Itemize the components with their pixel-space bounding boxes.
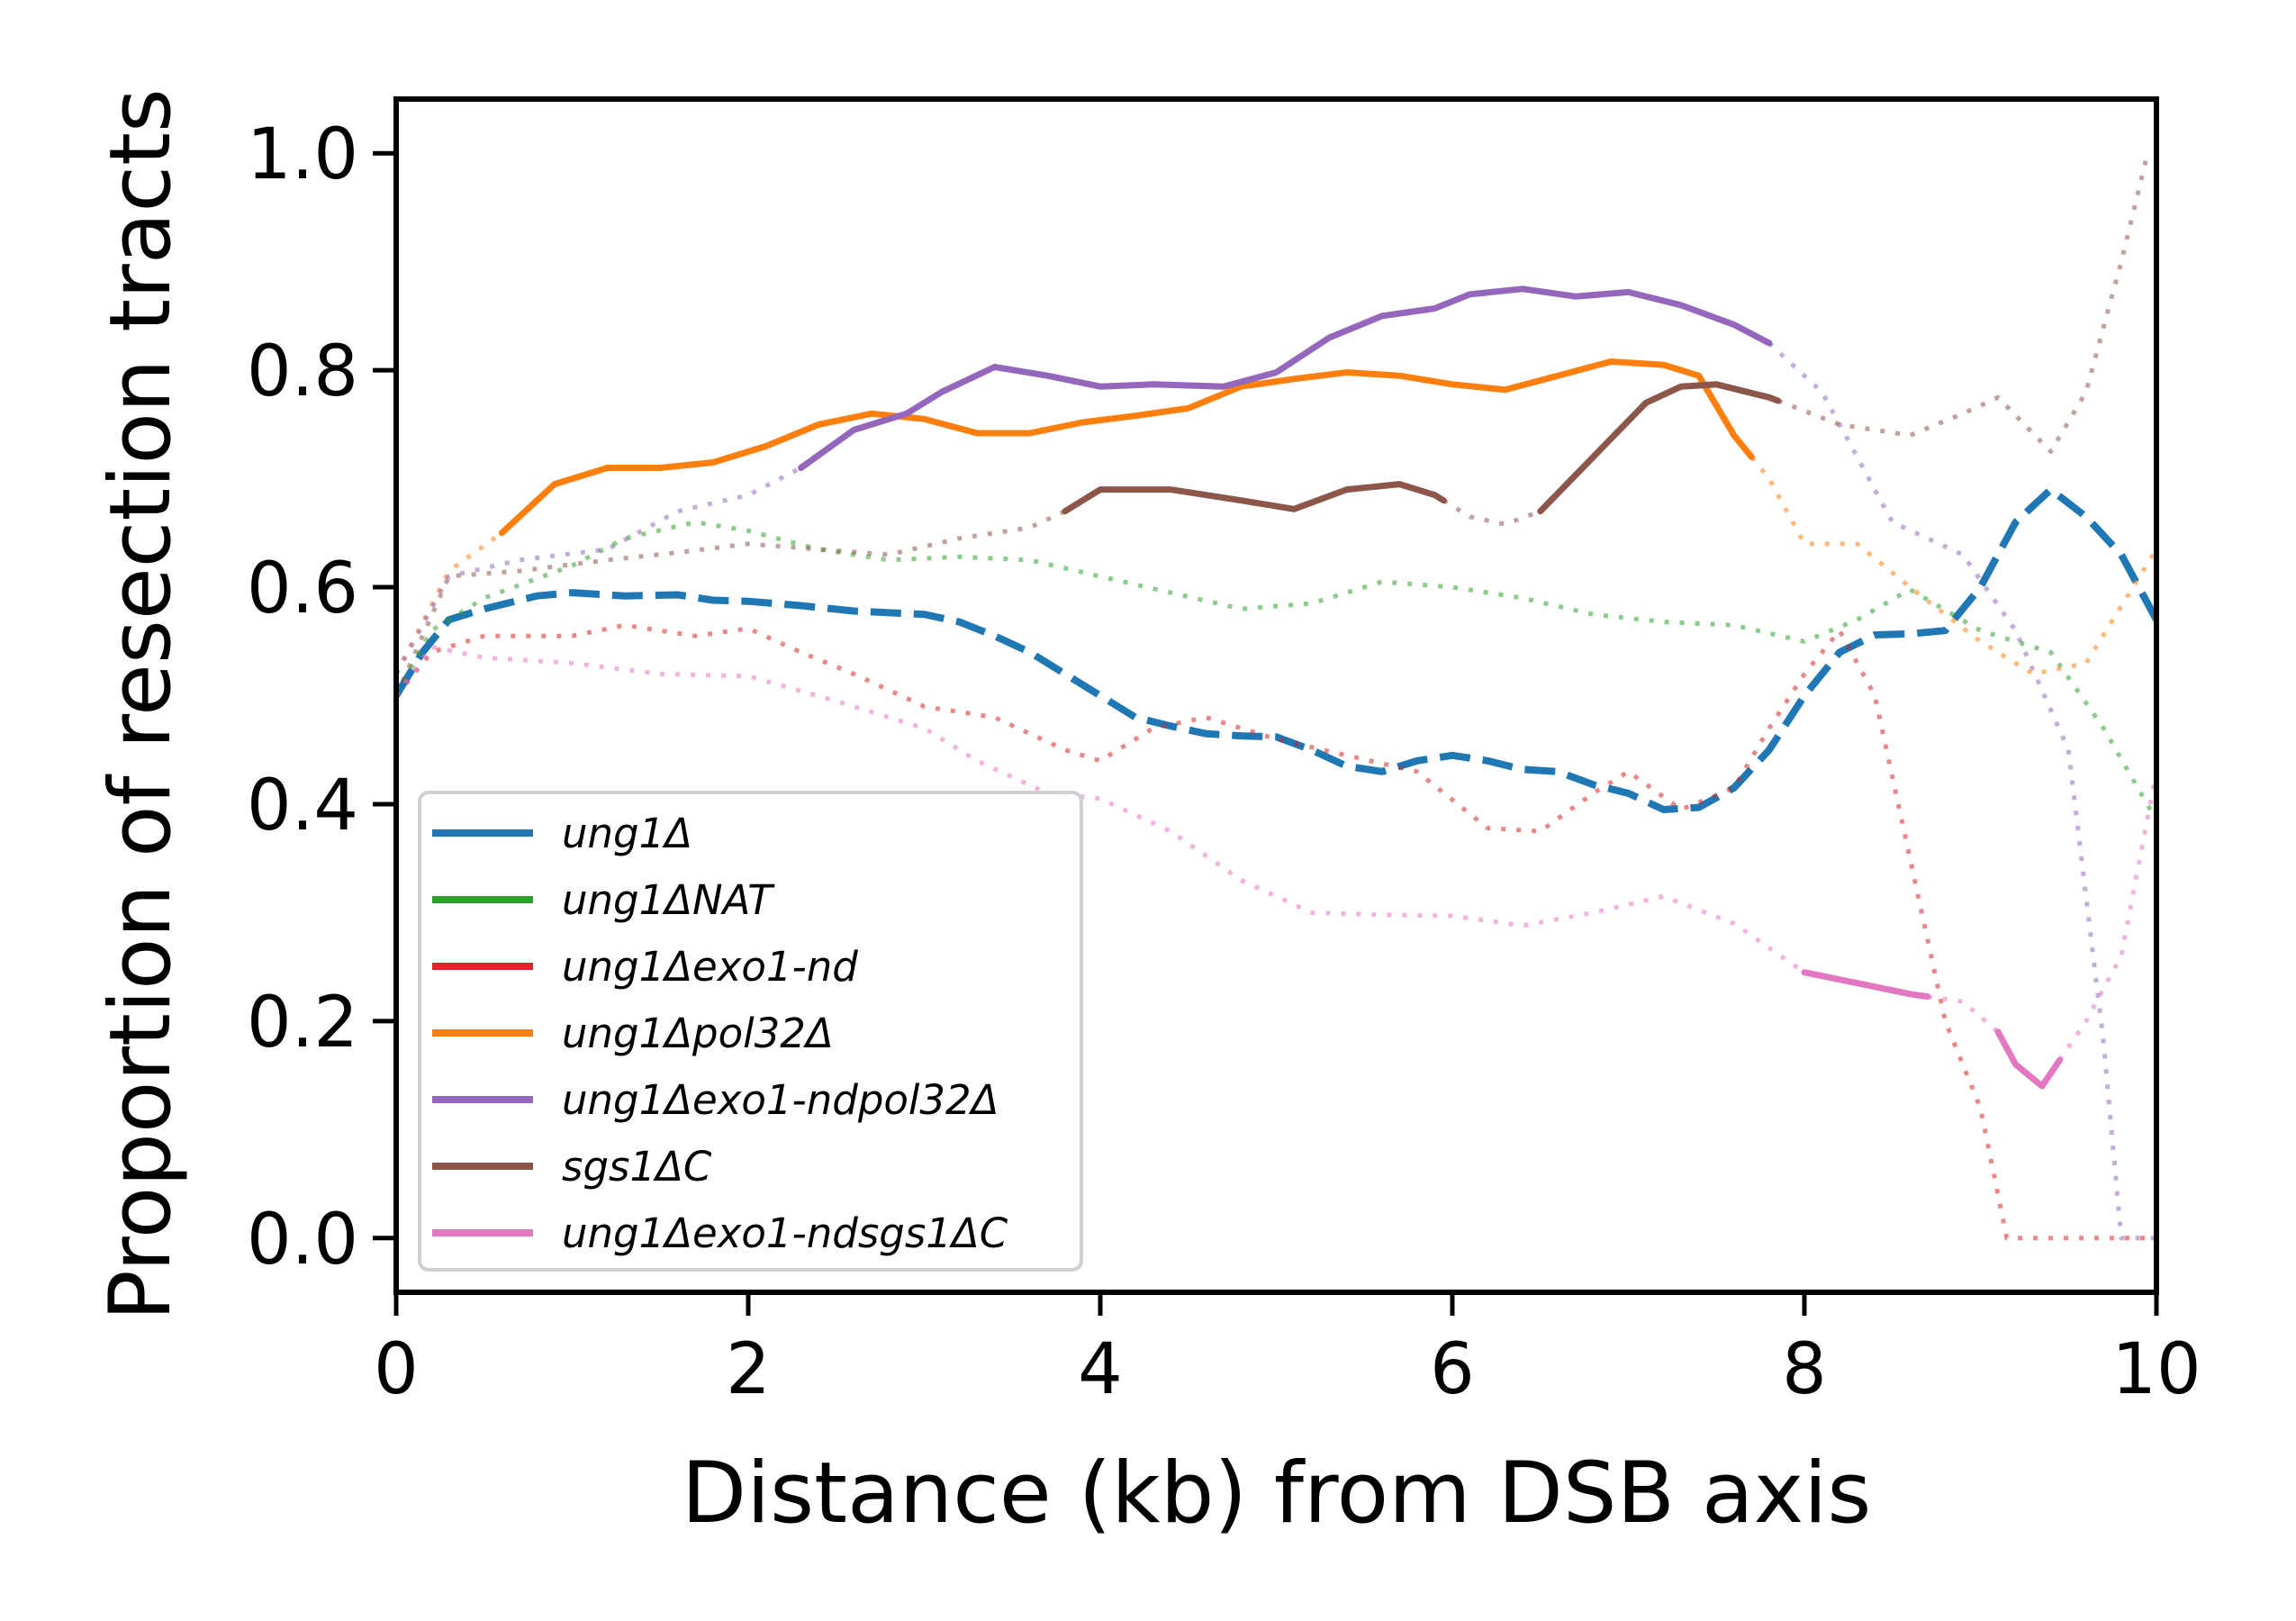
series-line-5-seg-2 <box>1442 498 1541 527</box>
x-tick-label: 0 <box>374 1329 419 1410</box>
y-tick-label: 1.0 <box>247 114 358 195</box>
x-tick-label: 8 <box>1782 1329 1827 1410</box>
series-line-5-seg-3 <box>1537 381 1782 515</box>
y-tick-label: 0.8 <box>247 331 358 412</box>
series-line-6-seg-2 <box>1927 994 2000 1034</box>
legend-label: ung1Δpol32Δ <box>562 1010 834 1057</box>
series-line-5-seg-0 <box>396 509 1066 697</box>
series-line-6-seg-4 <box>2057 771 2156 1062</box>
y-tick-label: 0.0 <box>247 1200 358 1281</box>
legend-label: ung1Δexo1-ndsgs1ΔC <box>562 1209 1008 1257</box>
series-line-1-seg-0 <box>396 520 2156 822</box>
series-lines <box>396 152 2156 1241</box>
x-tick-label: 4 <box>1078 1329 1123 1410</box>
series-line-4-seg-1 <box>798 285 1773 471</box>
series-line-3-seg-0 <box>396 530 503 675</box>
y-axis: 0.0 0.2 0.4 0.6 0.8 1.0 <box>247 114 396 1281</box>
y-axis-title: Proportion of resection tracts <box>92 88 190 1321</box>
series-line-6-seg-3 <box>1994 1028 2063 1090</box>
y-tick-label: 0.2 <box>247 983 358 1064</box>
series-line-4-seg-2 <box>1767 341 2156 1241</box>
legend-label: ung1ΔNAT <box>562 876 775 924</box>
legend-box <box>418 791 1083 1272</box>
x-tick-label: 6 <box>1430 1329 1475 1410</box>
series-line-6-seg-1 <box>1801 969 1931 1001</box>
legend-label: ung1Δexo1-nd <box>562 943 858 991</box>
y-tick-label: 0.6 <box>247 548 358 629</box>
series-line-3-seg-2 <box>1749 455 2156 676</box>
series-line-2-seg-0 <box>396 622 2156 1241</box>
series-line-0-seg-0 <box>396 485 2156 813</box>
legend-label: sgs1ΔC <box>562 1143 712 1191</box>
series-line-3-seg-1 <box>498 358 1755 537</box>
legend-label: ung1Δ <box>562 810 692 857</box>
x-axis: 0 2 4 6 8 10 <box>374 1292 2201 1410</box>
x-tick-label: 2 <box>726 1329 771 1410</box>
series-line-5-seg-4 <box>1776 152 2150 454</box>
y-tick-label: 0.4 <box>247 765 358 847</box>
series-line-6-seg-0 <box>396 644 1806 974</box>
series-line-4-seg-0 <box>396 466 802 675</box>
legend-label: ung1Δexo1-ndpol32Δ <box>562 1076 999 1124</box>
series-line-5-seg-1 <box>1062 481 1447 515</box>
legend: ung1Δ ung1ΔNAT ung1Δexo1-nd ung1Δpol32Δ ung1… <box>418 791 1083 1272</box>
x-axis-title: Distance (kb) from DSB axis <box>682 1444 1872 1543</box>
plot-frame <box>393 96 2159 1295</box>
x-tick-label: 10 <box>2111 1329 2201 1410</box>
